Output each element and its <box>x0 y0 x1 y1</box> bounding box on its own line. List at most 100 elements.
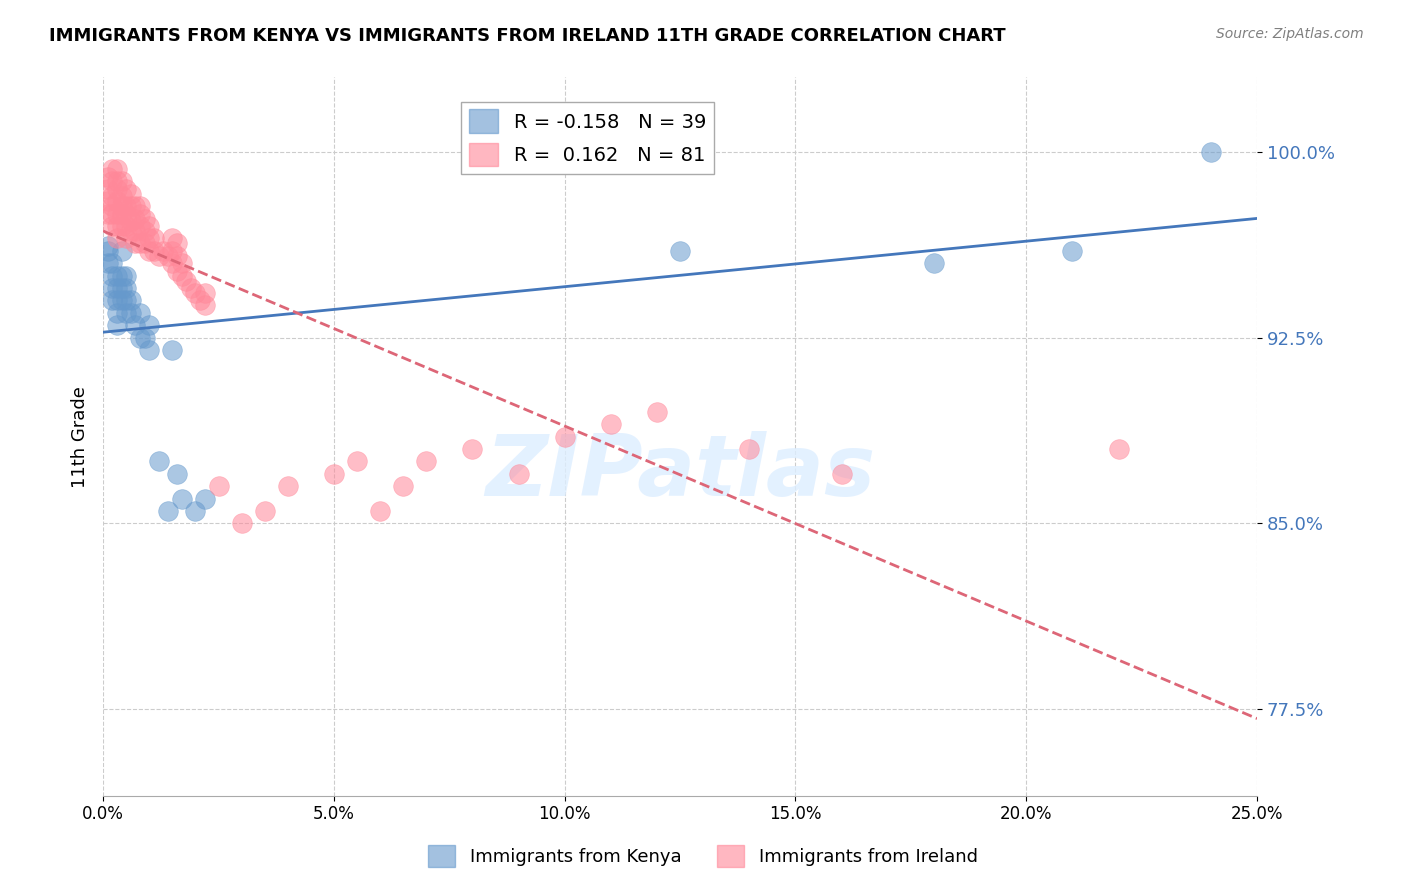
Immigrants from Kenya <box>110 281 132 295</box>
Immigrants from Ireland <box>554 429 576 443</box>
Immigrants from Ireland <box>322 467 344 481</box>
Immigrants from Ireland <box>120 199 142 213</box>
Immigrants from Ireland <box>162 256 184 270</box>
Immigrants from Kenya <box>101 281 124 295</box>
Immigrants from Ireland <box>124 236 146 251</box>
Immigrants from Ireland <box>115 182 138 196</box>
Immigrants from Ireland <box>738 442 761 456</box>
Immigrants from Ireland <box>129 236 152 251</box>
Immigrants from Kenya <box>134 330 156 344</box>
Immigrants from Kenya <box>110 244 132 258</box>
Immigrants from Kenya <box>166 467 188 481</box>
Immigrants from Ireland <box>110 219 132 233</box>
Immigrants from Ireland <box>346 454 368 468</box>
Immigrants from Ireland <box>115 219 138 233</box>
Immigrants from Ireland <box>110 174 132 188</box>
Immigrants from Kenya <box>184 504 207 518</box>
Immigrants from Kenya <box>105 306 128 320</box>
Immigrants from Ireland <box>101 189 124 203</box>
Immigrants from Ireland <box>115 199 138 213</box>
Immigrants from Kenya <box>120 306 142 320</box>
Immigrants from Ireland <box>97 207 120 221</box>
Immigrants from Kenya <box>162 343 184 357</box>
Immigrants from Ireland <box>124 199 146 213</box>
Immigrants from Ireland <box>392 479 415 493</box>
Immigrants from Ireland <box>162 231 184 245</box>
Immigrants from Kenya <box>110 293 132 308</box>
Immigrants from Ireland <box>115 207 138 221</box>
Immigrants from Ireland <box>170 256 193 270</box>
Immigrants from Ireland <box>142 231 165 245</box>
Immigrants from Ireland <box>105 231 128 245</box>
Immigrants from Kenya <box>105 268 128 283</box>
Immigrants from Ireland <box>101 199 124 213</box>
Immigrants from Ireland <box>1108 442 1130 456</box>
Immigrants from Ireland <box>368 504 391 518</box>
Immigrants from Ireland <box>166 249 188 263</box>
Immigrants from Ireland <box>97 194 120 209</box>
Immigrants from Ireland <box>188 293 211 308</box>
Immigrants from Ireland <box>152 244 174 258</box>
Immigrants from Ireland <box>124 224 146 238</box>
Immigrants from Ireland <box>156 249 179 263</box>
Immigrants from Ireland <box>120 186 142 201</box>
Immigrants from Kenya <box>97 256 120 270</box>
Immigrants from Ireland <box>138 219 160 233</box>
Y-axis label: 11th Grade: 11th Grade <box>72 385 89 488</box>
Immigrants from Ireland <box>134 211 156 226</box>
Immigrants from Ireland <box>508 467 530 481</box>
Immigrants from Kenya <box>138 343 160 357</box>
Immigrants from Kenya <box>105 293 128 308</box>
Immigrants from Ireland <box>831 467 853 481</box>
Immigrants from Kenya <box>105 281 128 295</box>
Immigrants from Kenya <box>120 293 142 308</box>
Immigrants from Kenya <box>124 318 146 333</box>
Immigrants from Ireland <box>105 162 128 177</box>
Immigrants from Ireland <box>97 169 120 184</box>
Immigrants from Ireland <box>105 174 128 188</box>
Immigrants from Kenya <box>115 293 138 308</box>
Immigrants from Kenya <box>110 268 132 283</box>
Immigrants from Ireland <box>105 182 128 196</box>
Immigrants from Ireland <box>162 244 184 258</box>
Immigrants from Ireland <box>138 244 160 258</box>
Immigrants from Kenya <box>101 268 124 283</box>
Immigrants from Ireland <box>194 298 217 312</box>
Immigrants from Kenya <box>115 306 138 320</box>
Immigrants from Ireland <box>97 182 120 196</box>
Immigrants from Kenya <box>115 268 138 283</box>
Immigrants from Ireland <box>110 189 132 203</box>
Immigrants from Ireland <box>170 268 193 283</box>
Immigrants from Ireland <box>166 236 188 251</box>
Immigrants from Ireland <box>174 274 197 288</box>
Immigrants from Ireland <box>461 442 484 456</box>
Immigrants from Kenya <box>115 281 138 295</box>
Immigrants from Ireland <box>101 162 124 177</box>
Immigrants from Kenya <box>1062 244 1084 258</box>
Legend: Immigrants from Kenya, Immigrants from Ireland: Immigrants from Kenya, Immigrants from I… <box>420 838 986 874</box>
Immigrants from Kenya <box>148 454 170 468</box>
Immigrants from Ireland <box>129 199 152 213</box>
Immigrants from Kenya <box>156 504 179 518</box>
Immigrants from Ireland <box>101 219 124 233</box>
Immigrants from Kenya <box>129 330 152 344</box>
Text: ZIPatlas: ZIPatlas <box>485 431 875 514</box>
Immigrants from Kenya <box>194 491 217 506</box>
Immigrants from Kenya <box>101 293 124 308</box>
Immigrants from Ireland <box>180 281 202 295</box>
Immigrants from Ireland <box>124 211 146 226</box>
Immigrants from Ireland <box>134 224 156 238</box>
Immigrants from Kenya <box>97 239 120 253</box>
Immigrants from Ireland <box>142 244 165 258</box>
Immigrants from Ireland <box>207 479 229 493</box>
Immigrants from Kenya <box>1199 145 1222 159</box>
Immigrants from Ireland <box>120 214 142 228</box>
Immigrants from Kenya <box>105 318 128 333</box>
Immigrants from Kenya <box>138 318 160 333</box>
Immigrants from Kenya <box>922 256 945 270</box>
Immigrants from Ireland <box>138 231 160 245</box>
Immigrants from Kenya <box>101 256 124 270</box>
Immigrants from Kenya <box>170 491 193 506</box>
Text: Source: ZipAtlas.com: Source: ZipAtlas.com <box>1216 27 1364 41</box>
Immigrants from Ireland <box>194 285 217 300</box>
